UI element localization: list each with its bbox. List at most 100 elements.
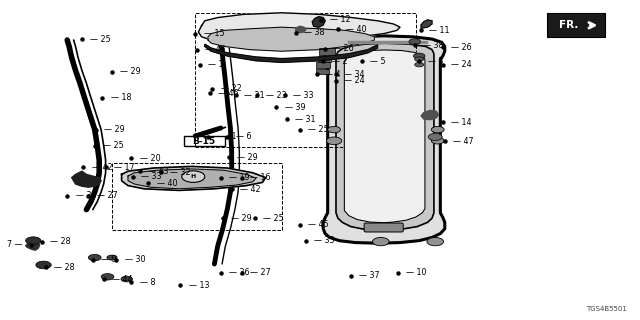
Polygon shape [421, 20, 432, 28]
Circle shape [107, 255, 117, 260]
Text: — 29: — 29 [120, 68, 141, 76]
Text: — 12: — 12 [330, 15, 350, 24]
Text: — 10: — 10 [406, 268, 427, 277]
Text: — 2: — 2 [332, 57, 347, 66]
Circle shape [26, 237, 41, 244]
Text: — 25: — 25 [90, 35, 111, 44]
Text: — 19: — 19 [229, 173, 250, 182]
Circle shape [88, 254, 101, 261]
Text: — 16: — 16 [250, 173, 271, 182]
Circle shape [36, 261, 51, 269]
Polygon shape [312, 17, 325, 27]
Text: — 33: — 33 [141, 172, 162, 181]
Polygon shape [421, 110, 438, 120]
Circle shape [427, 237, 444, 246]
Text: — 22: — 22 [221, 84, 241, 93]
Text: — 39: — 39 [285, 103, 305, 112]
Text: — 38: — 38 [304, 28, 324, 37]
Polygon shape [205, 44, 378, 62]
Text: — 20: — 20 [140, 154, 160, 163]
Text: — 33: — 33 [293, 91, 314, 100]
Circle shape [431, 126, 444, 133]
Circle shape [415, 57, 424, 61]
Circle shape [413, 53, 425, 59]
Text: — 46: — 46 [218, 89, 239, 98]
Text: — 26: — 26 [333, 44, 354, 53]
Circle shape [328, 126, 340, 133]
FancyBboxPatch shape [319, 48, 335, 55]
Polygon shape [208, 27, 374, 51]
Text: — 11: — 11 [429, 26, 450, 35]
Circle shape [409, 39, 420, 44]
Polygon shape [336, 43, 434, 230]
Text: — 25: — 25 [308, 125, 328, 134]
Circle shape [415, 62, 424, 67]
Text: — 17: — 17 [114, 163, 134, 172]
Text: — 44: — 44 [112, 275, 132, 284]
Text: — 41: — 41 [216, 132, 237, 141]
Text: — 13: — 13 [189, 281, 209, 290]
Text: — 29: — 29 [104, 125, 125, 134]
Text: — 23: — 23 [266, 91, 286, 100]
Text: — 29: — 29 [237, 153, 258, 162]
Text: — 42: — 42 [240, 185, 260, 194]
Polygon shape [296, 26, 306, 33]
Text: — 37: — 37 [359, 271, 380, 280]
Text: — 18: — 18 [111, 93, 131, 102]
Text: — 25: — 25 [263, 214, 284, 223]
Circle shape [372, 237, 389, 246]
FancyBboxPatch shape [318, 56, 331, 62]
Text: — 28: — 28 [54, 263, 75, 272]
Text: — 24: — 24 [344, 76, 365, 85]
Polygon shape [198, 13, 400, 42]
Text: — 21: — 21 [244, 91, 264, 100]
Polygon shape [323, 36, 445, 243]
Text: — 46: — 46 [205, 45, 226, 54]
Text: FR.: FR. [559, 20, 579, 30]
Text: — 9: — 9 [101, 255, 116, 264]
Text: — 5: — 5 [370, 57, 385, 66]
Text: — 14: — 14 [451, 118, 472, 127]
Text: — 28: — 28 [50, 237, 70, 246]
Text: 7 —: 7 — [7, 240, 22, 249]
Circle shape [101, 274, 114, 280]
Text: — 38: — 38 [423, 41, 444, 50]
Text: — 26: — 26 [451, 43, 472, 52]
Text: — 25: — 25 [103, 141, 124, 150]
Text: B-15: B-15 [193, 137, 216, 146]
Text: — 36: — 36 [76, 191, 96, 200]
Text: — 34: — 34 [344, 70, 365, 79]
Text: H: H [191, 174, 196, 179]
Text: — 31: — 31 [295, 115, 316, 124]
Text: — 6: — 6 [236, 132, 251, 141]
Text: — 4: — 4 [325, 70, 340, 79]
FancyBboxPatch shape [316, 62, 330, 68]
Text: — 47: — 47 [453, 137, 474, 146]
Polygon shape [344, 50, 425, 223]
Text: TGS4B5501: TGS4B5501 [586, 306, 627, 312]
Circle shape [182, 171, 205, 182]
Circle shape [431, 138, 444, 144]
Polygon shape [128, 169, 256, 189]
Text: — 3: — 3 [428, 57, 443, 66]
Text: — 45: — 45 [308, 220, 328, 229]
Text: — 35: — 35 [314, 236, 335, 245]
Text: — 24: — 24 [451, 60, 472, 69]
Polygon shape [122, 166, 266, 190]
Text: — 40: — 40 [346, 25, 367, 34]
FancyBboxPatch shape [547, 13, 605, 37]
Text: — 15: — 15 [204, 29, 224, 38]
Polygon shape [72, 171, 101, 187]
Circle shape [326, 137, 342, 145]
Text: — 30: — 30 [125, 255, 145, 264]
Text: — 27: — 27 [97, 191, 117, 200]
Circle shape [121, 276, 132, 282]
Circle shape [428, 133, 442, 140]
Text: — 40: — 40 [157, 179, 177, 188]
Text: — 8: — 8 [140, 278, 155, 287]
Text: — 29: — 29 [231, 214, 252, 223]
FancyBboxPatch shape [364, 223, 403, 232]
Text: — 43: — 43 [148, 167, 168, 176]
Text: — 36: — 36 [229, 268, 250, 277]
Text: — 42: — 42 [92, 163, 112, 172]
